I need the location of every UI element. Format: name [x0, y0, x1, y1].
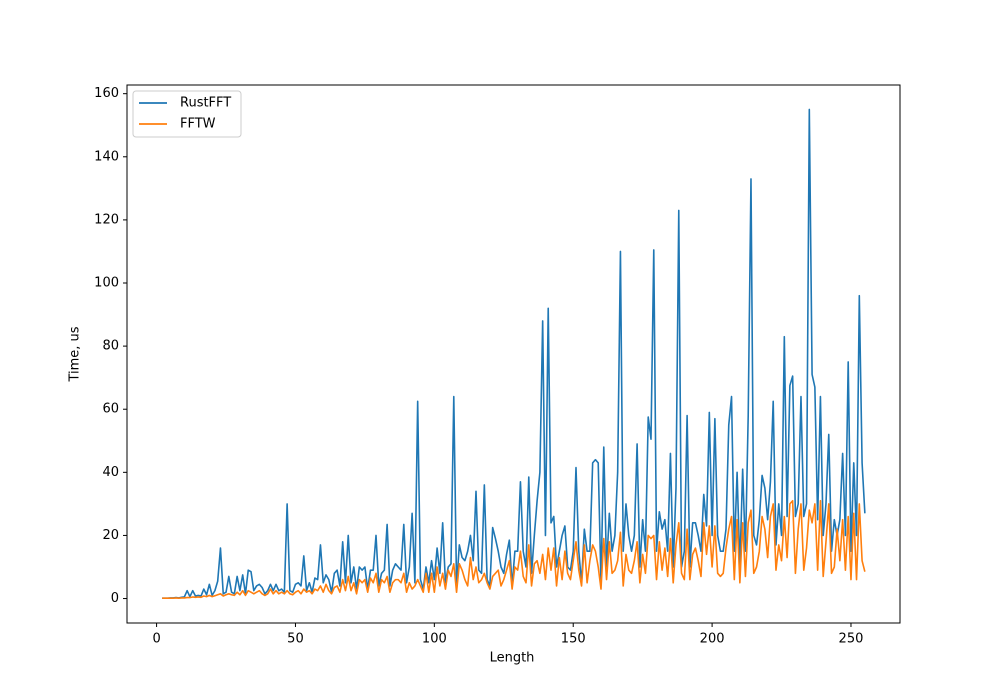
x-tick-label: 200 — [700, 632, 725, 647]
series-line — [162, 108, 866, 600]
y-tick-label: 160 — [94, 86, 119, 101]
y-tick-label: 40 — [102, 465, 119, 480]
y-axis-label: Time, us — [68, 326, 83, 382]
x-tick-label: 50 — [287, 632, 304, 647]
plot-frame — [126, 84, 901, 624]
x-axis-label: Length — [490, 651, 535, 666]
x-tick-label: 150 — [561, 632, 586, 647]
x-tick-label: 250 — [839, 632, 864, 647]
legend-label: FFTW — [180, 117, 216, 132]
x-tick-label: 0 — [152, 632, 160, 647]
y-tick-label: 120 — [94, 212, 119, 227]
y-tick-label: 140 — [94, 149, 119, 164]
y-tick-label: 80 — [102, 339, 119, 354]
y-tick-label: 100 — [94, 276, 119, 291]
y-tick-label: 60 — [102, 402, 119, 417]
legend-label: RustFFT — [180, 96, 231, 111]
y-tick-label: 0 — [111, 591, 119, 606]
y-tick-label: 20 — [102, 528, 119, 543]
series-line — [162, 499, 866, 600]
x-tick-label: 100 — [422, 632, 447, 647]
